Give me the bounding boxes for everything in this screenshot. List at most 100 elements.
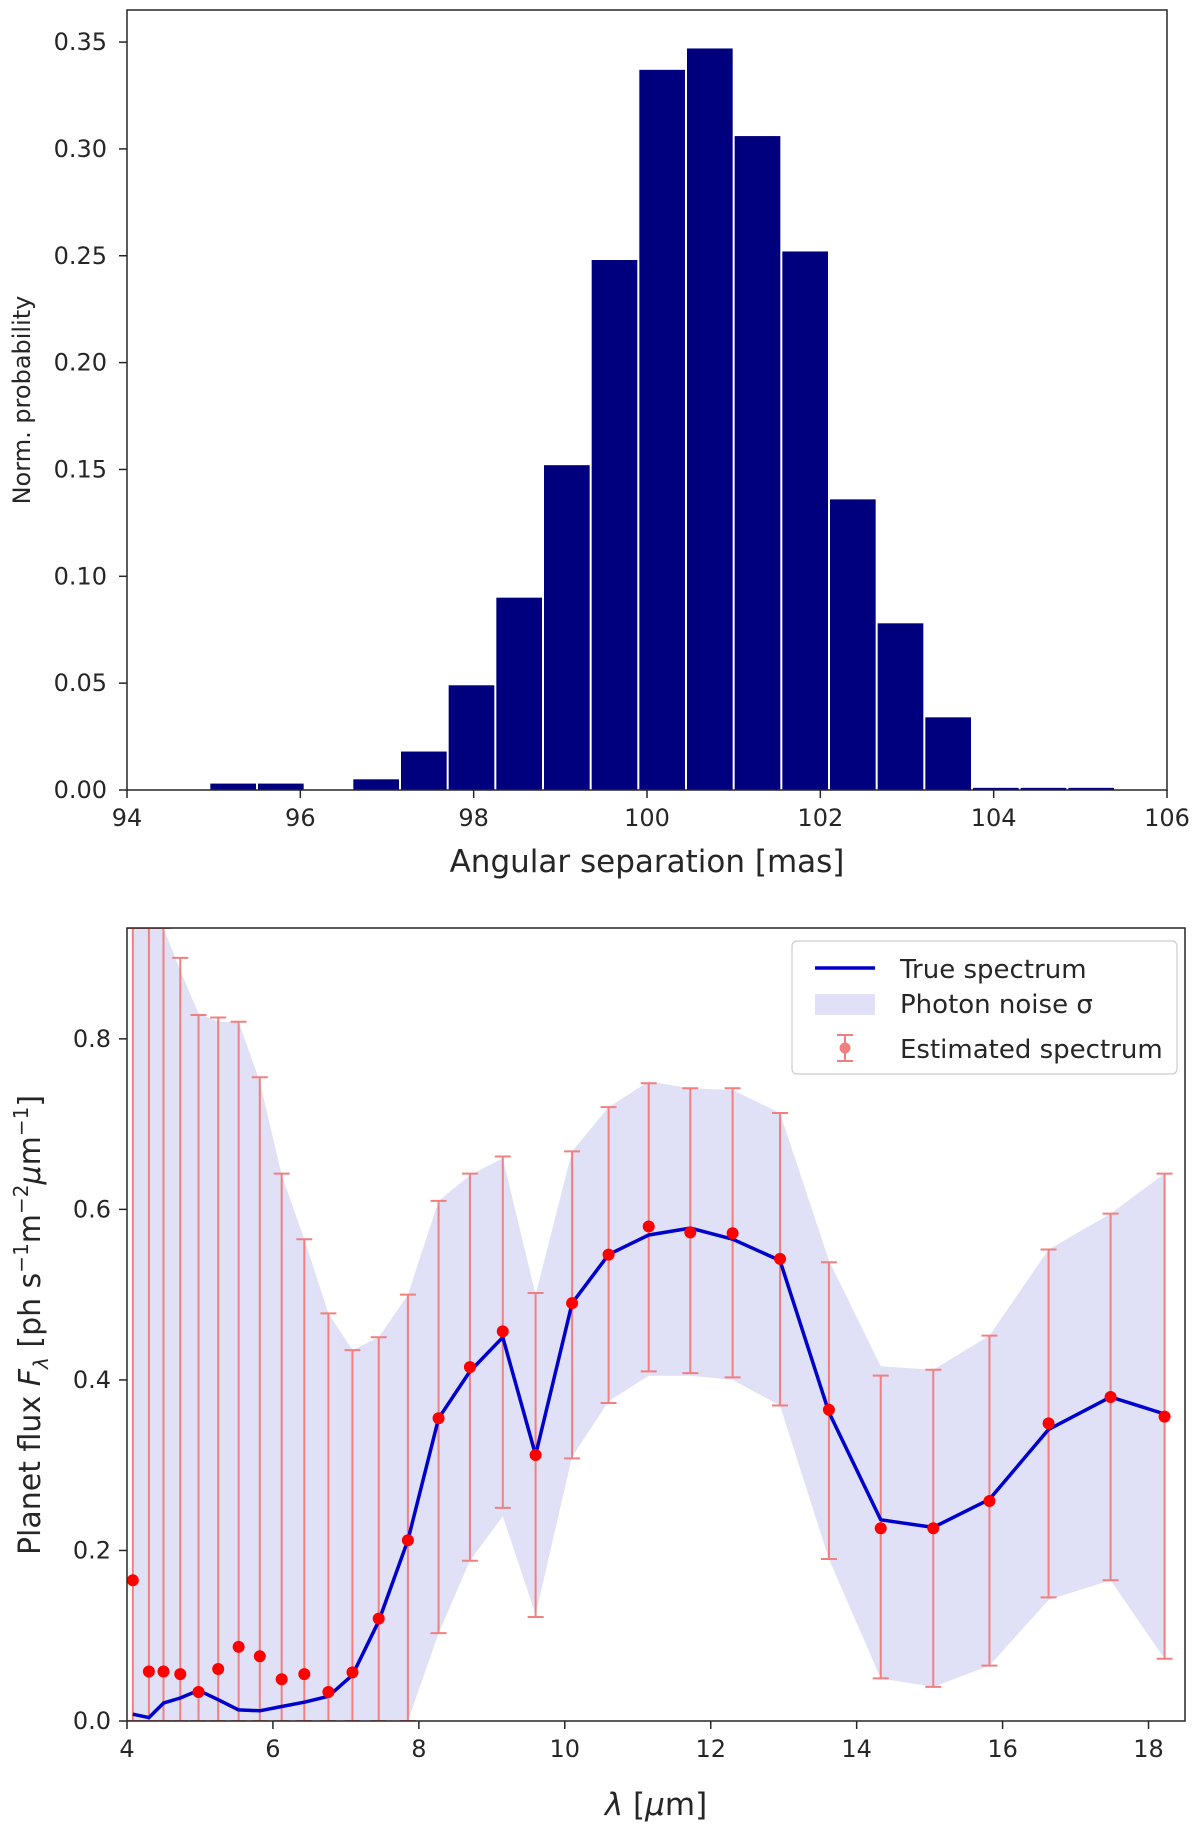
- y-tick-label: 0.6: [73, 1195, 111, 1223]
- spectrum-y-axis-label: Planet flux Fλ [ph s−1m−2μm−1]: [9, 1095, 53, 1555]
- estimated-point: [642, 1220, 655, 1233]
- x-tick-label: 100: [624, 804, 670, 832]
- x-tick-label: 8: [411, 1735, 426, 1763]
- histogram-bar: [1020, 787, 1067, 790]
- estimated-point: [529, 1448, 542, 1461]
- histogram-bar: [734, 136, 781, 790]
- y-tick-label: 0.10: [54, 562, 107, 590]
- estimated-point: [602, 1248, 615, 1261]
- estimated-point: [463, 1361, 476, 1374]
- spectrum-x-axis-label: λ [μm]: [603, 1787, 707, 1823]
- x-tick-label: 4: [119, 1735, 134, 1763]
- estimated-point: [1104, 1390, 1117, 1403]
- histogram-bars: [210, 48, 1114, 791]
- estimated-point: [157, 1665, 170, 1678]
- y-tick-label: 0.05: [54, 669, 107, 697]
- estimated-point: [372, 1612, 385, 1625]
- spectrum-legend: True spectrum Photon noise σ Estimated s…: [791, 940, 1178, 1075]
- y-tick-label: 0.20: [54, 349, 107, 377]
- estimated-point: [983, 1495, 996, 1508]
- estimated-point: [496, 1325, 509, 1338]
- estimated-point: [142, 1665, 155, 1678]
- histogram-bar: [782, 251, 828, 791]
- spectrum-axes-frame: [126, 927, 1186, 1722]
- estimated-point: [232, 1640, 245, 1653]
- estimated-point: [822, 1403, 835, 1416]
- legend-box: [791, 940, 1178, 1075]
- y-tick-label: 0.15: [54, 455, 107, 483]
- estimated-point: [192, 1686, 205, 1699]
- y-tick-label: 0.25: [54, 242, 107, 270]
- x-tick-label: 10: [550, 1735, 581, 1763]
- spectrum-chart: 4 6 8 10 12 14 16 18 0.0 0.2 0.4 0.6 0.8 λ [μm] Pla…: [9, 927, 1186, 1823]
- histogram-bar: [353, 779, 399, 790]
- x-tick-label: 94: [112, 804, 143, 832]
- histogram-bar: [973, 787, 1019, 790]
- legend-estimated-spectrum-label: Estimated spectrum: [900, 1035, 1163, 1065]
- histogram-bar: [830, 499, 876, 790]
- legend-true-spectrum-label: True spectrum: [899, 955, 1087, 985]
- histogram-y-ticks: 0.00 0.05 0.10 0.15 0.20 0.25 0.30 0.35: [54, 28, 127, 804]
- histogram-x-axis-label: Angular separation [mas]: [450, 844, 845, 880]
- x-tick-label: 96: [285, 804, 316, 832]
- estimated-point: [726, 1227, 739, 1240]
- x-tick-label: 102: [797, 804, 843, 832]
- legend-photon-noise-label: Photon noise σ: [900, 990, 1093, 1020]
- estimated-point: [684, 1226, 697, 1239]
- y-tick-label: 0.00: [54, 776, 107, 804]
- estimated-point: [212, 1662, 225, 1675]
- histogram-bar: [448, 685, 495, 790]
- x-tick-label: 6: [265, 1735, 280, 1763]
- histogram-y-axis-label: Norm. probability: [8, 296, 36, 505]
- legend-estimated-spectrum-swatch: [837, 1034, 853, 1062]
- estimated-point: [127, 1574, 139, 1587]
- spectrum-y-ticks: 0.0 0.2 0.4 0.6 0.8: [73, 1025, 127, 1735]
- histogram-bar: [401, 751, 447, 790]
- histogram-bar: [639, 69, 685, 790]
- estimated-point: [874, 1522, 887, 1535]
- y-tick-label: 0.4: [73, 1366, 111, 1394]
- estimated-point: [346, 1666, 359, 1679]
- x-tick-label: 104: [971, 804, 1017, 832]
- estimated-point: [298, 1668, 311, 1681]
- x-tick-label: 18: [1133, 1735, 1164, 1763]
- histogram-chart: 94 96 98 100 102 104 106 0.000.050.100.150.200…: [8, 9, 1190, 880]
- histogram-bar: [877, 623, 924, 790]
- estimated-point: [253, 1650, 266, 1663]
- estimated-point: [927, 1522, 940, 1535]
- spectrum-plot-area: [127, 928, 1173, 1721]
- histogram-bar: [1068, 787, 1114, 790]
- y-tick-label: 0.0: [73, 1707, 111, 1735]
- estimated-point: [774, 1252, 787, 1265]
- histogram-bar: [925, 717, 971, 790]
- histogram-axes-frame: [126, 9, 1168, 791]
- legend-photon-noise-swatch: [815, 994, 875, 1015]
- histogram-bar: [544, 465, 590, 790]
- x-tick-label: 12: [695, 1735, 726, 1763]
- y-tick-label: 0.8: [73, 1025, 111, 1053]
- spectrum-x-ticks: 4 6 8 10 12 14 16 18: [119, 1721, 1164, 1763]
- estimated-point: [1042, 1417, 1055, 1430]
- histogram-bar: [687, 48, 733, 790]
- estimated-point: [275, 1673, 288, 1686]
- y-tick-label: 0.35: [54, 28, 107, 56]
- histogram-bar: [591, 260, 638, 790]
- estimated-point: [432, 1412, 445, 1425]
- estimated-point: [174, 1668, 187, 1681]
- estimated-spectrum-points: [127, 1220, 1171, 1699]
- x-tick-label: 106: [1144, 804, 1190, 832]
- estimated-point: [566, 1297, 579, 1310]
- y-tick-label: 0.2: [73, 1536, 111, 1564]
- estimated-point: [401, 1534, 414, 1547]
- estimated-point: [322, 1686, 335, 1699]
- y-tick-label: 0.30: [54, 135, 107, 163]
- x-tick-label: 98: [458, 804, 489, 832]
- x-tick-label: 16: [987, 1735, 1018, 1763]
- x-tick-label: 14: [841, 1735, 872, 1763]
- histogram-bar: [258, 783, 304, 790]
- histogram-x-ticks: 94 96 98 100 102 104 106: [112, 790, 1190, 832]
- estimated-point: [1158, 1410, 1171, 1423]
- histogram-bar: [210, 783, 256, 790]
- histogram-bar: [496, 597, 542, 790]
